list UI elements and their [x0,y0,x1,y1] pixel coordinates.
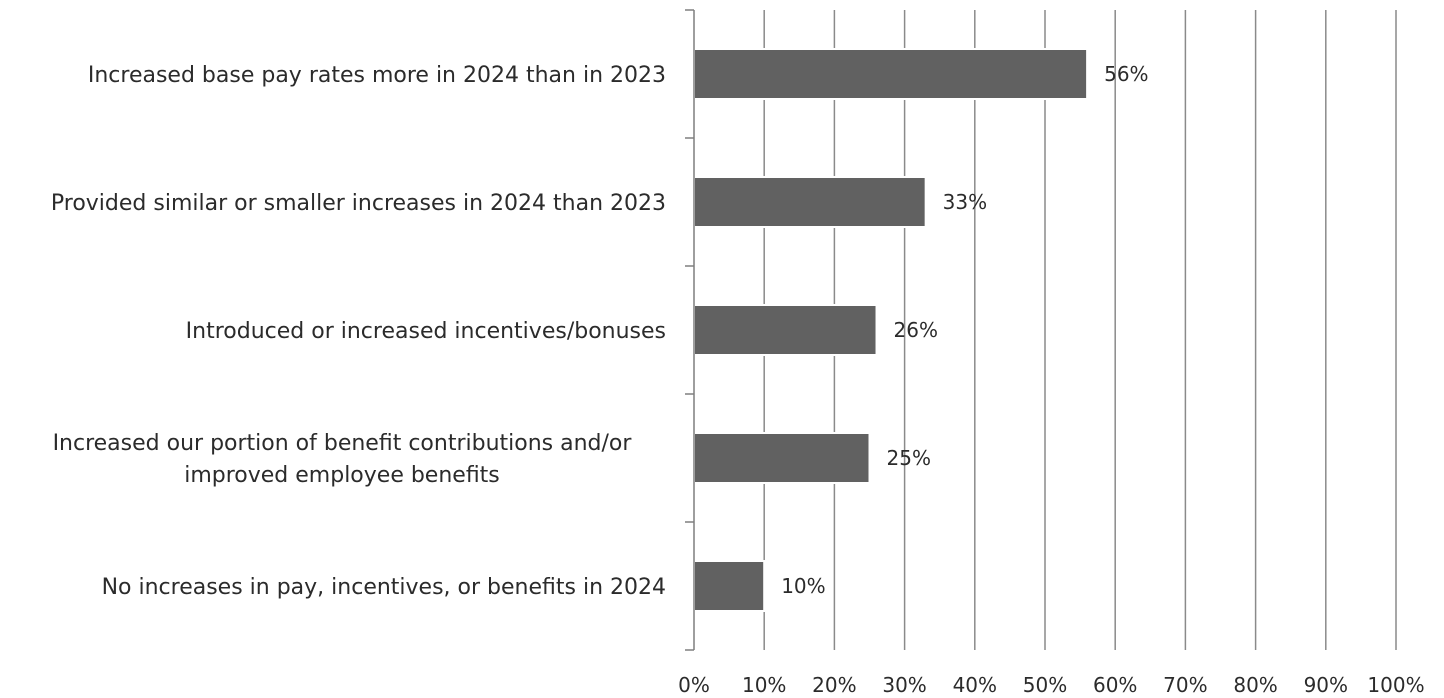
bars [693,48,1089,612]
x-tick-label: 20% [812,673,856,697]
x-tick-label: 80% [1233,673,1277,697]
bar [693,176,927,228]
axes [685,9,695,651]
data-label: 25% [887,446,931,470]
x-tick-label: 50% [1023,673,1067,697]
x-tick-label: 90% [1304,673,1348,697]
labels: 0% 10% 20% 30% 40% 50% 60% 70% 80% 90% 100% 56% Incr… [51,62,1425,697]
category-label: No increases in pay, incentives, or bene… [102,575,666,600]
x-tick-label: 40% [953,673,997,697]
bar [693,560,766,612]
category-label: Increased base pay rates more in 2024 th… [88,63,666,88]
data-label: 26% [894,318,938,342]
bar [693,304,878,356]
x-tick-label: 10% [742,673,786,697]
category-label: Introduced or increased incentives/bonus… [186,319,666,344]
category-label-line: Increased our portion of benefit contrib… [53,431,633,456]
data-label: 10% [781,574,825,598]
x-tick-label: 100% [1367,673,1424,697]
x-tick-label: 30% [882,673,926,697]
category-label-line: improved employee benefits [184,463,500,488]
category-label: Provided similar or smaller increases in… [51,191,666,216]
data-label: 56% [1104,62,1148,86]
data-label: 33% [943,190,987,214]
gridlines [763,10,1397,650]
x-tick-label: 70% [1163,673,1207,697]
x-tick-label: 60% [1093,673,1137,697]
category-label: Increased our portion of benefit contrib… [53,431,633,488]
bar [693,48,1089,100]
x-tick-label: 0% [678,673,710,697]
bar [693,432,871,484]
